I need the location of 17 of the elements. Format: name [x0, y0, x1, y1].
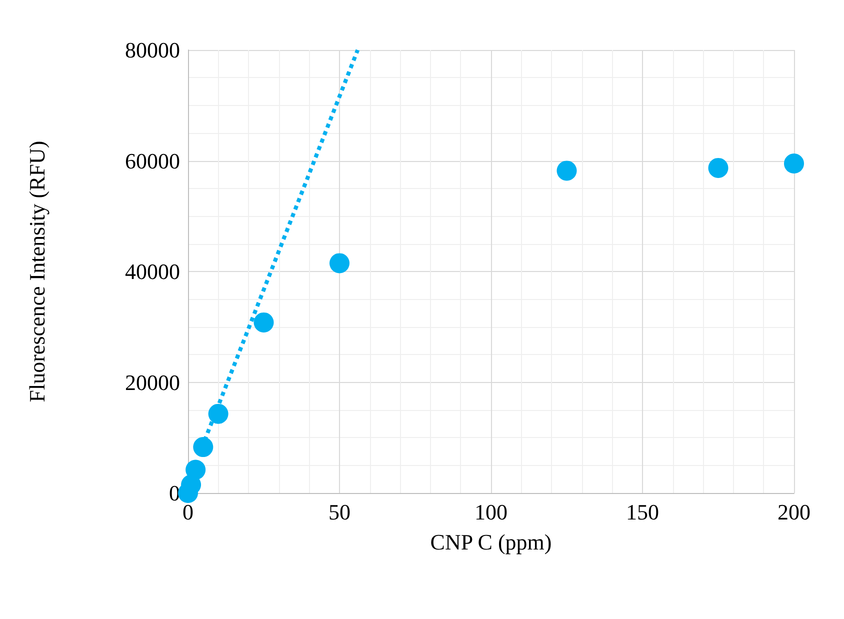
y-tick-label: 80000 [125, 38, 180, 62]
x-tick-label: 200 [778, 500, 810, 524]
point [193, 437, 214, 458]
point [708, 158, 728, 178]
point [330, 253, 350, 274]
point [556, 160, 577, 181]
y-axis-title: Fluorescence Intensity (RFU) [24, 140, 50, 402]
y-tick-label: 40000 [125, 259, 180, 284]
x-tick-label: 100 [474, 500, 508, 524]
x-axis-title: CNP C (ppm) [430, 530, 552, 554]
x-tick-label: 150 [626, 500, 659, 524]
y-tick-label: 20000 [125, 370, 180, 395]
y-tick-label: 60000 [125, 148, 180, 174]
x-tick-label: 50 [328, 500, 350, 524]
point [254, 312, 274, 332]
point [186, 460, 206, 480]
point [784, 154, 804, 174]
